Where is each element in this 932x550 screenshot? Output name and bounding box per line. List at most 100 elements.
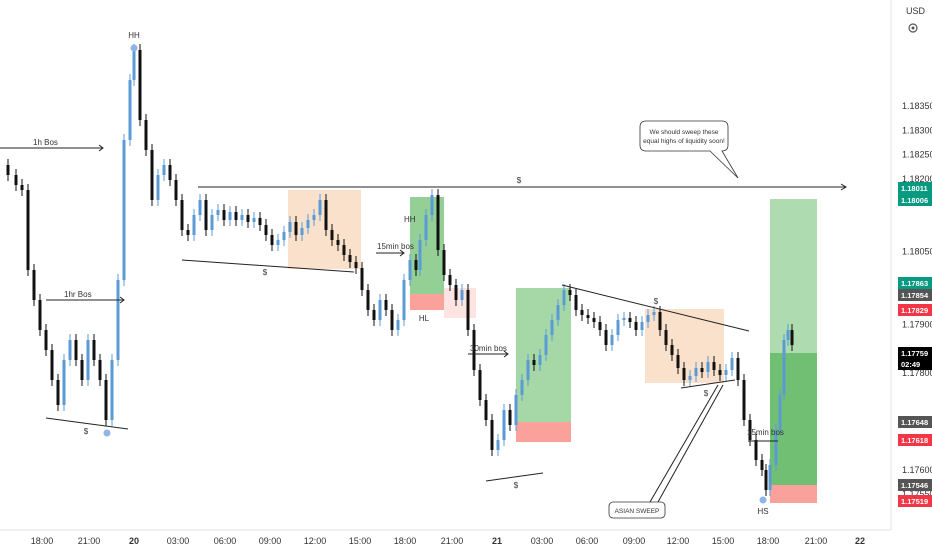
candle-up <box>300 228 304 235</box>
candle-up <box>496 440 500 450</box>
candle-up <box>622 318 626 320</box>
liq-line-1 <box>45 417 129 430</box>
candle-up <box>282 232 286 240</box>
candle-down <box>586 315 590 318</box>
liq-line-4 <box>680 379 736 389</box>
x-tick-label: 03:00 <box>167 536 190 546</box>
x-tick-label: 12:00 <box>304 536 327 546</box>
label-dollar-5: $ <box>704 389 709 398</box>
candle-up <box>62 360 66 405</box>
price-tag-bg <box>898 194 932 206</box>
candle-up <box>652 312 656 315</box>
candle-down <box>264 225 268 235</box>
time-axis[interactable]: 18:00 21:00 20 03:00 06:00 09:00 12:00 15:00 18:… <box>0 529 891 546</box>
candle-down <box>98 360 102 380</box>
candle-down <box>454 285 458 300</box>
candle-down <box>670 345 674 355</box>
candle-up <box>786 330 790 340</box>
candle-down <box>234 212 238 220</box>
price-tag-label: 1.17829 <box>901 306 928 315</box>
candle-down <box>390 310 394 330</box>
candle-down <box>360 268 364 290</box>
candle-up <box>778 395 782 430</box>
candle-down <box>484 400 488 420</box>
candle-down <box>436 195 440 250</box>
candle-down <box>790 330 794 345</box>
candle-down <box>294 222 298 235</box>
price-tag-bg <box>898 347 932 359</box>
x-tick-label: 21:00 <box>805 536 828 546</box>
callout: We should sweep these equal highs of liq… <box>639 120 739 179</box>
price-tag-label: 1.17759 <box>901 349 928 358</box>
candle-down <box>186 230 190 235</box>
label-dollar-3: $ <box>514 481 519 490</box>
candle-down <box>56 380 60 405</box>
candle-up <box>424 215 428 240</box>
label-15min-bos: 15min bos <box>377 242 414 251</box>
15min-bos-arrow <box>399 249 405 257</box>
candle-down <box>330 230 334 240</box>
price-axis[interactable]: USD 1.175501.176001.177001.178001.179001… <box>890 0 932 530</box>
currency-label: USD <box>906 6 926 16</box>
candle-down <box>74 340 78 360</box>
candle-up <box>616 320 620 335</box>
candle-up <box>306 220 310 228</box>
label-15min-bos-2: 15min bos <box>747 428 784 437</box>
candle-down <box>150 150 154 200</box>
candle-up <box>116 280 120 360</box>
x-tick-label: 06:00 <box>576 536 599 546</box>
x-tick-label: 21:00 <box>441 536 464 546</box>
candle-up <box>408 260 412 280</box>
candle-down <box>104 380 108 420</box>
candle-down <box>204 200 208 230</box>
candle-up <box>538 355 542 365</box>
candle-down <box>634 322 638 330</box>
label-1hr-bos: 1hr Bos <box>64 290 92 299</box>
y-tick-label: 1.18350 <box>902 101 932 111</box>
red-zone-1b <box>444 288 476 318</box>
green-zone-3-light <box>770 199 817 353</box>
candle-down <box>50 350 54 380</box>
candle-up <box>68 340 72 360</box>
x-tick-label: 15:00 <box>349 536 372 546</box>
price-tag-label: 1.17618 <box>901 436 928 445</box>
x-tick-label: 06:00 <box>214 536 237 546</box>
price-tag-bg <box>898 182 932 194</box>
candle-down <box>508 410 512 425</box>
candle-up <box>526 360 530 380</box>
candle-up <box>782 340 786 395</box>
y-tick-label: 1.17550 <box>902 489 932 499</box>
candle-down <box>258 218 262 225</box>
price-tag-label: 1.17854 <box>901 291 929 300</box>
candle-down <box>174 180 178 200</box>
candle-up <box>514 395 518 425</box>
candle-down <box>324 200 328 230</box>
price-tags: 1.18011 1.18006 1.17863 1.17854 1.17829 1.177… <box>898 182 932 507</box>
green-zone-2 <box>516 288 571 422</box>
y-tick-label: 1.18050 <box>902 247 932 257</box>
trendlines <box>0 144 847 503</box>
candle-down <box>764 470 768 490</box>
x-tick-label: 03:00 <box>531 536 554 546</box>
price-tag-label: 1.17519 <box>901 497 928 506</box>
candle-down <box>472 330 476 370</box>
annotation-labels: HH 1h Bos $ 1hr Bos $ $ 15min bos HH HL … <box>33 31 784 516</box>
candle-down <box>748 420 752 440</box>
equal-highs-arrow <box>840 183 847 191</box>
price-tag-label: 1.18006 <box>901 196 928 205</box>
x-tick-label: 18:00 <box>757 536 780 546</box>
candle-down <box>712 362 716 370</box>
candles <box>6 44 794 496</box>
candle-down <box>760 460 764 470</box>
candle-down <box>384 300 388 310</box>
candle-up <box>556 305 560 320</box>
candle-down <box>442 250 446 275</box>
candle-down <box>700 368 704 372</box>
candle-up <box>312 215 316 220</box>
label-dollar-1: $ <box>84 427 89 436</box>
settings-icon[interactable] <box>908 23 918 33</box>
callout-line-1: We should sweep these <box>650 129 719 136</box>
hs-marker <box>759 496 767 504</box>
candle-down <box>718 370 722 375</box>
